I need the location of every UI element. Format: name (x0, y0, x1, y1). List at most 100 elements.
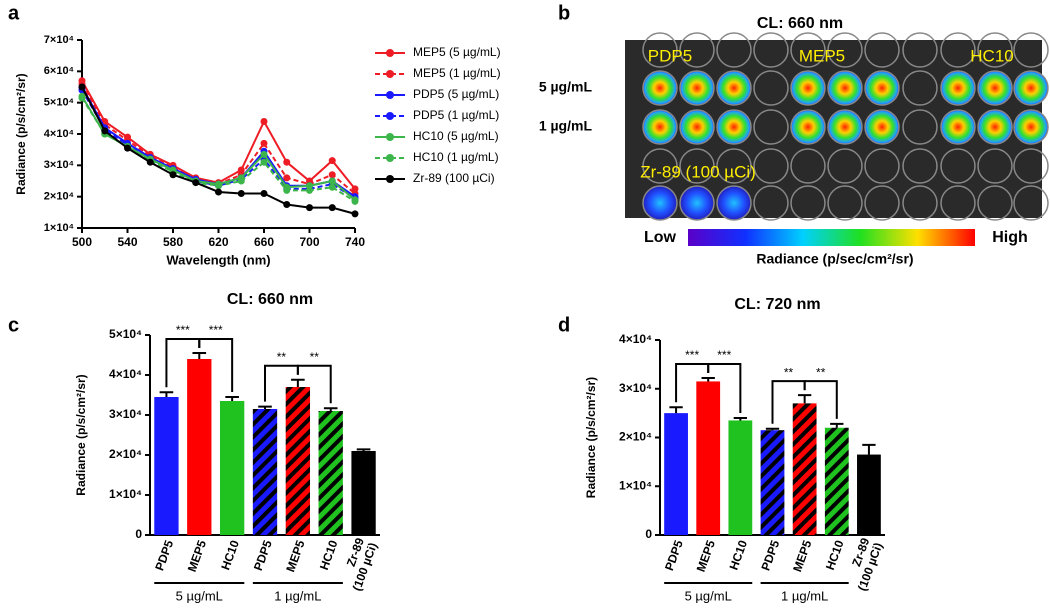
series-line (81, 80, 356, 190)
x-tick-label: HC10 (218, 538, 242, 572)
well (1013, 109, 1049, 145)
well (977, 32, 1013, 68)
colorbar (688, 229, 975, 246)
well (790, 148, 826, 184)
well (679, 32, 715, 68)
well (902, 32, 938, 68)
y-tick-label: 2×10⁴ (44, 191, 74, 203)
well (642, 185, 678, 221)
well (864, 109, 900, 145)
bar (857, 454, 881, 535)
error-bar (225, 396, 239, 401)
well (790, 185, 826, 221)
well (940, 148, 976, 184)
legend-marker (386, 175, 394, 183)
chart-title: CL: 720 nm (734, 296, 820, 313)
point (192, 179, 200, 187)
x-tick-label: 660 (254, 235, 274, 249)
error-bar (733, 417, 748, 421)
well-label: HC10 (970, 46, 1013, 65)
point (328, 171, 336, 179)
y-tick-label: 3×10⁴ (44, 159, 74, 171)
significance-label: ** (784, 365, 794, 379)
significance-bracket (803, 380, 838, 419)
well (753, 109, 789, 145)
well (753, 185, 789, 221)
point (260, 190, 268, 198)
point (328, 177, 336, 185)
well (716, 185, 752, 221)
well (790, 70, 826, 106)
well (790, 109, 826, 145)
x-tick-label: PDP5 (152, 538, 176, 573)
row-label: 5 µg/mL (539, 79, 593, 95)
well-plate (642, 32, 1049, 221)
well (716, 109, 752, 145)
well (679, 185, 715, 221)
well (902, 109, 938, 145)
group-label: 5 µg/mL (685, 588, 732, 603)
panel-label: b (558, 2, 570, 24)
legend-marker (386, 112, 394, 120)
well (790, 32, 826, 68)
point (215, 188, 222, 196)
well (902, 148, 938, 184)
well (679, 148, 715, 184)
group-label: 5 µg/mL (176, 588, 223, 603)
bar (728, 420, 753, 535)
well (1013, 185, 1049, 221)
well (716, 32, 752, 68)
error-bar (701, 377, 715, 382)
error-bar (323, 407, 338, 411)
well (940, 185, 976, 221)
y-tick-label: 6×10⁴ (44, 65, 74, 77)
x-tick-label: MEP5 (694, 538, 718, 574)
point (283, 174, 291, 182)
colorbar-low: Low (644, 229, 677, 246)
well (1013, 70, 1049, 106)
y-tick-label: 1×10⁴ (109, 487, 142, 501)
well (902, 185, 938, 221)
significance-bracket (296, 364, 332, 404)
well (827, 32, 863, 68)
y-tick-label: 5×10⁴ (109, 327, 142, 341)
y-tick-label: 2×10⁴ (109, 447, 142, 461)
image-title: CL: 660 nm (757, 15, 843, 32)
y-tick-label: 4×10⁴ (109, 367, 142, 381)
x-tick-label: Zr-89 (100 µCi) (841, 536, 886, 596)
error-bar (159, 391, 174, 397)
point (101, 127, 109, 135)
x-tick-label: PDP5 (662, 538, 686, 573)
well (940, 70, 976, 106)
x-tick-label: MEP5 (185, 538, 209, 574)
point (351, 210, 359, 218)
colorbar-label: Radiance (p/sec/cm²/sr) (756, 251, 913, 267)
y-tick-label: 5×10⁴ (44, 97, 74, 109)
x-tick-label: 580 (163, 235, 183, 249)
error-bar (765, 427, 780, 431)
y-tick-label: 7×10⁴ (44, 34, 74, 46)
legend-label: Zr-89 (100 µCi) (413, 171, 495, 185)
group-label: 1 µg/mL (274, 588, 321, 603)
well (642, 109, 678, 145)
point (328, 157, 336, 165)
well (940, 32, 976, 68)
error-bar (192, 352, 207, 359)
point (283, 186, 291, 194)
point (328, 204, 336, 212)
well-label: Zr-89 (100 µCi) (640, 162, 756, 181)
bar (824, 427, 849, 535)
bar (154, 397, 179, 535)
well (1013, 148, 1049, 184)
well (827, 185, 863, 221)
x-tick-label: 700 (299, 235, 319, 249)
well (864, 32, 900, 68)
well (977, 70, 1013, 106)
well (977, 148, 1013, 184)
well (902, 70, 938, 106)
x-axis-label: Wavelength (nm) (166, 252, 270, 267)
x-tick-label: 740 (345, 235, 365, 249)
point (260, 158, 268, 166)
legend-marker (386, 49, 394, 57)
